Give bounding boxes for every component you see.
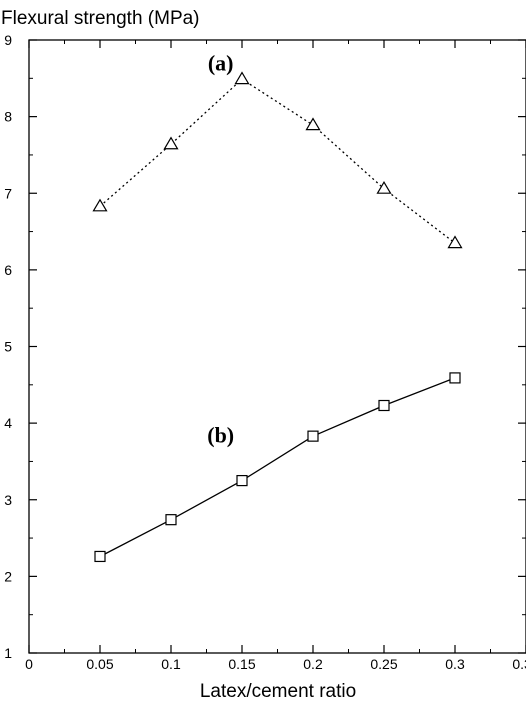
square-marker bbox=[378, 399, 390, 412]
square-marker bbox=[236, 474, 248, 487]
x-tick-label: 0 bbox=[25, 656, 33, 672]
square-marker bbox=[449, 372, 461, 384]
series-label-a: (a) bbox=[208, 51, 234, 76]
series-label-b: (b) bbox=[207, 422, 234, 447]
triangle-marker bbox=[163, 136, 179, 150]
triangle-marker bbox=[234, 71, 250, 85]
square-marker bbox=[307, 430, 319, 442]
x-tick-label: 0.3 bbox=[445, 656, 465, 672]
x-tick-label: 0.1 bbox=[161, 656, 181, 672]
y-tick-label: 5 bbox=[4, 339, 12, 355]
y-tick-label: 1 bbox=[4, 645, 12, 661]
triangle-marker bbox=[305, 117, 321, 131]
y-tick-label: 2 bbox=[4, 568, 12, 584]
triangle-marker bbox=[447, 235, 463, 249]
y-tick-label: 6 bbox=[4, 262, 12, 278]
x-tick-label: 0.2 bbox=[303, 656, 323, 672]
x-tick-label: 0.25 bbox=[370, 656, 397, 672]
y-tick-label: 4 bbox=[4, 415, 12, 431]
y-tick-label: 7 bbox=[4, 185, 12, 201]
triangle-marker bbox=[92, 198, 108, 212]
series-labels: (a) (b) bbox=[207, 51, 234, 448]
triangle-marker bbox=[376, 180, 392, 194]
series-line-square bbox=[99, 377, 456, 558]
x-tick-label: 0.05 bbox=[86, 656, 113, 672]
y-axis-label: Flexural strength (MPa) bbox=[1, 8, 200, 29]
y-tick-label: 9 bbox=[4, 32, 12, 48]
y-tick-label: 8 bbox=[4, 109, 12, 125]
y-tick-label: 3 bbox=[4, 492, 12, 508]
x-tick-label: 0.15 bbox=[228, 656, 255, 672]
series-line-triangle bbox=[99, 78, 456, 244]
x-axis-label: Latex/cement ratio bbox=[200, 681, 356, 702]
x-tick-label: 0.35 bbox=[512, 656, 526, 672]
square-marker bbox=[165, 514, 177, 526]
axes-ticks: 0 0.05 0.1 0.15 0.2 0.25 0.3 0.35 1 2 3 4 5 6 7 8 9 bbox=[4, 32, 526, 672]
square-marker bbox=[94, 550, 106, 563]
data-series bbox=[92, 71, 463, 563]
